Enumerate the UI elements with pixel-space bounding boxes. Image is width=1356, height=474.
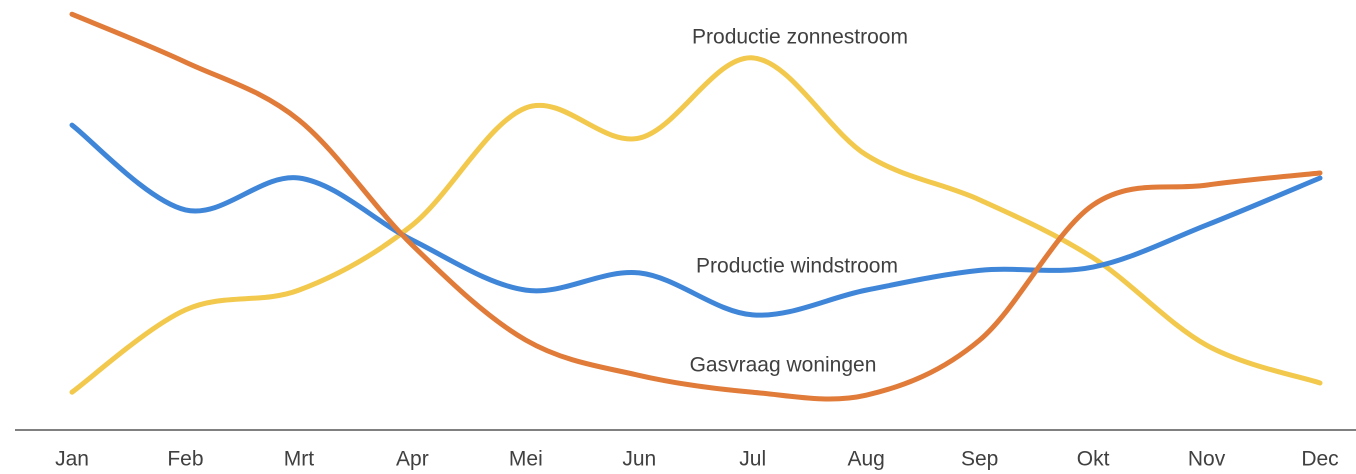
x-tick-label: Mrt bbox=[284, 448, 314, 471]
series-line bbox=[69, 55, 1323, 395]
series-line bbox=[69, 122, 1323, 318]
x-tick-label: Mei bbox=[509, 448, 543, 471]
x-tick-label: Aug bbox=[847, 448, 884, 471]
series-label: Productie windstroom bbox=[696, 255, 898, 278]
x-tick-label: Okt bbox=[1077, 448, 1110, 471]
x-tick-label: Apr bbox=[396, 448, 429, 471]
series-line bbox=[69, 11, 1323, 402]
series-label: Gasvraag woningen bbox=[690, 354, 877, 377]
lines bbox=[69, 11, 1323, 402]
x-tick-label: Feb bbox=[167, 448, 203, 471]
labels: Jan Feb Mrt Apr Mei Jun Jul Aug Sep Okt Nov Dec Prod… bbox=[55, 26, 1339, 471]
series-label: Productie zonnestroom bbox=[692, 26, 908, 49]
x-tick-label: Nov bbox=[1188, 448, 1226, 471]
x-tick-label: Dec bbox=[1301, 448, 1338, 471]
x-tick-label: Jun bbox=[622, 448, 656, 471]
x-tick-label: Jul bbox=[739, 448, 766, 471]
x-tick-label: Jan bbox=[55, 448, 89, 471]
x-tick-label: Sep bbox=[961, 448, 998, 471]
